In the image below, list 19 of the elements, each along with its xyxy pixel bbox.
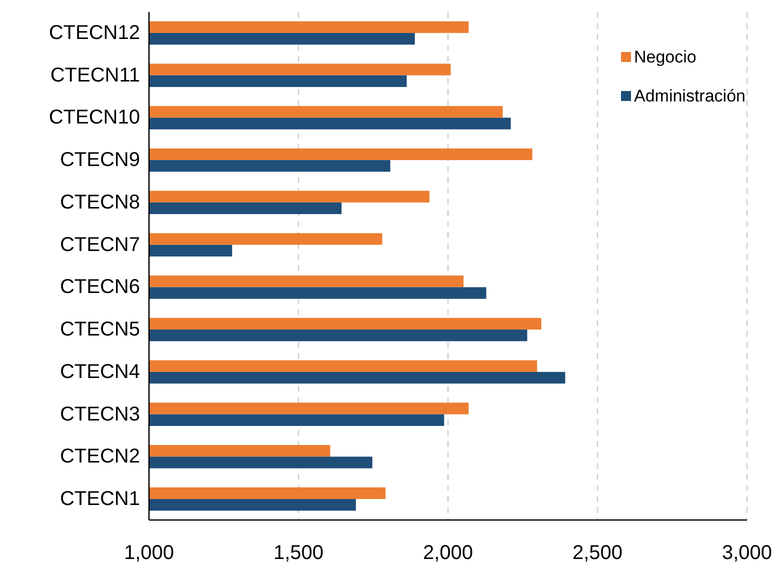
- y-tick-label: CTECN4: [60, 360, 140, 383]
- x-tick-label: 1,500: [273, 542, 324, 564]
- y-tick-label: CTECN7: [60, 234, 140, 256]
- legend-label: Negocio: [634, 48, 696, 66]
- y-tick-label: CTECN5: [60, 318, 140, 341]
- y-tick-label: CTECN11: [50, 64, 140, 86]
- x-tick-label: 2,000: [422, 542, 474, 564]
- y-tick-label: CTECN12: [48, 22, 140, 44]
- y-tick-label: CTECN9: [60, 149, 140, 172]
- y-tick-label: CTECN1: [60, 488, 140, 510]
- y-tick-label: CTECN6: [60, 276, 140, 298]
- y-tick-label: CTECN8: [60, 191, 140, 214]
- x-tick-label: 1,000: [124, 542, 174, 564]
- x-tick-label: 3,000: [722, 542, 772, 564]
- y-tick-label: CTECN3: [60, 403, 140, 426]
- y-tick-label: CTECN2: [60, 446, 140, 468]
- x-tick-label: 2,500: [572, 542, 623, 564]
- legend-label: Administración: [634, 86, 746, 106]
- y-tick-label: CTECN10: [48, 106, 140, 129]
